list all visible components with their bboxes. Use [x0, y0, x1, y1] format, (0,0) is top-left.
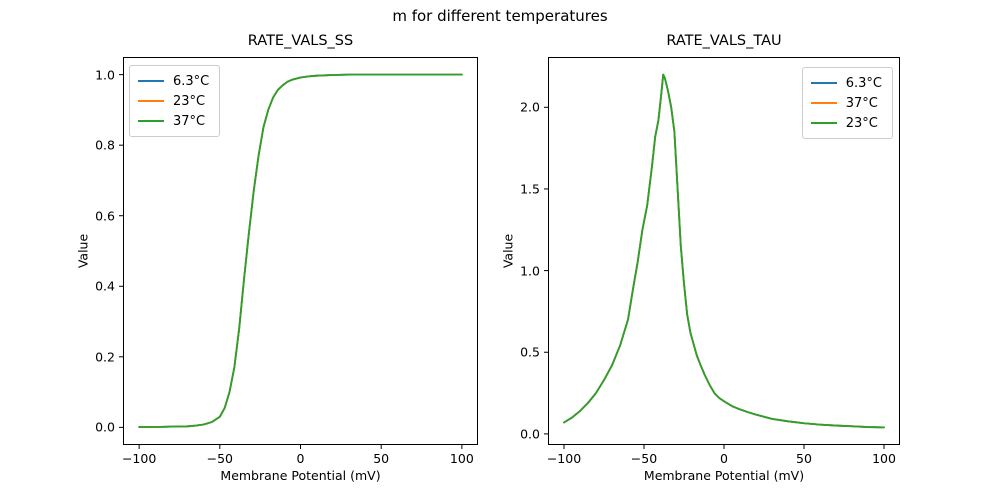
x-tick-label: 100 [872, 451, 896, 466]
y-axis-label: Value [75, 233, 91, 269]
legend-color-line [138, 99, 164, 103]
legend-item: 23°C [810, 113, 882, 133]
legend: 6.3°C 37°C 23°C [801, 67, 893, 139]
figure-suptitle: m for different temperatures [392, 7, 608, 25]
x-tick-label: 0 [720, 451, 728, 466]
subplot-rate-vals-tau: RATE_VALS_TAU Value Membrane Potential (… [501, 33, 900, 483]
x-tick-label: −50 [206, 451, 234, 466]
plot-area [544, 57, 900, 449]
y-tick-label: 0.5 [520, 344, 540, 360]
legend-item: 37°C [138, 111, 209, 131]
legend-color-line [810, 101, 837, 105]
y-tick-label: 0.6 [95, 208, 115, 224]
legend-item-label: 37°C [173, 113, 206, 129]
series-line-37°C [138, 73, 463, 428]
legend-item: 37°C [810, 93, 882, 113]
x-axis-label: Membrane Potential (mV) [220, 468, 381, 483]
x-tick-label: −50 [630, 451, 658, 466]
y-tick-label: 0.8 [95, 137, 115, 153]
legend-item-label: 6.3°C [845, 75, 882, 91]
y-tick-label: 1.0 [520, 263, 540, 279]
legend-color-line [810, 81, 837, 85]
y-tick-label: 0.0 [95, 419, 115, 435]
x-tick-label: 100 [449, 451, 474, 466]
legend: 6.3°C 23°C 37°C [129, 65, 221, 137]
x-tick-label: 0 [296, 451, 305, 466]
axes-frame [123, 57, 478, 445]
y-tick-label: 1.0 [95, 67, 115, 83]
legend-color-line [810, 121, 837, 125]
legend-item-label: 6.3°C [173, 73, 210, 89]
y-tick-label: 0.2 [95, 349, 115, 365]
legend-item: 6.3°C [810, 73, 882, 93]
x-axis-label: Membrane Potential (mV) [643, 468, 805, 483]
y-tick-label: 2.0 [520, 99, 540, 115]
y-tick-label: 0.0 [520, 426, 540, 442]
axes-frame [548, 57, 900, 445]
x-tick-label: −100 [121, 451, 157, 466]
plot-area [119, 57, 478, 449]
legend-color-line [138, 119, 164, 123]
plot-title: RATE_VALS_TAU [666, 33, 782, 49]
y-axis-label: Value [500, 233, 516, 269]
plot-title: RATE_VALS_SS [247, 33, 354, 49]
legend-item-label: 37°C [845, 95, 878, 111]
x-tick-label: 50 [796, 451, 812, 466]
y-tick-label: 0.4 [95, 278, 115, 294]
legend-item-label: 23°C [173, 93, 206, 109]
legend-color-line [138, 79, 164, 83]
legend-item: 6.3°C [138, 71, 209, 91]
legend-item-label: 23°C [845, 115, 878, 131]
legend-item: 23°C [138, 91, 209, 111]
y-tick-label: 1.5 [520, 181, 540, 197]
series-line-23°C [563, 73, 885, 429]
x-tick-label: −100 [546, 451, 582, 466]
subplot-rate-vals-ss: RATE_VALS_SS Value Membrane Potential (m… [76, 33, 478, 483]
x-tick-label: 50 [373, 451, 390, 466]
